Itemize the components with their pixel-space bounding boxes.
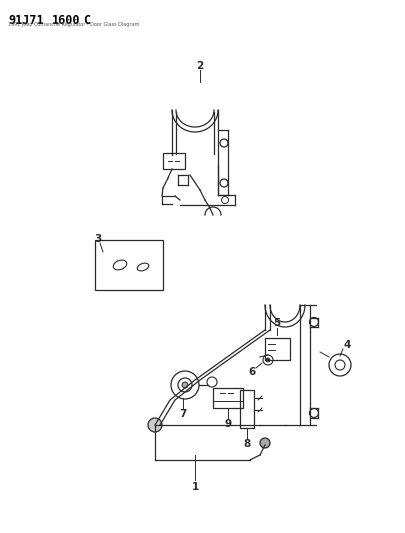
Circle shape (181, 382, 188, 388)
Text: 5: 5 (273, 318, 280, 328)
Text: 4: 4 (343, 340, 350, 350)
Bar (213, 388, 243, 408)
Bar (264, 338, 289, 360)
Bar (95, 240, 162, 290)
Circle shape (148, 418, 162, 432)
Text: 1: 1 (191, 482, 198, 492)
Text: 2: 2 (196, 61, 203, 71)
Text: 3: 3 (94, 234, 101, 244)
Text: 91J71: 91J71 (8, 14, 43, 27)
Text: 9: 9 (224, 419, 231, 429)
Text: 6: 6 (248, 367, 255, 377)
Text: 8: 8 (243, 439, 250, 449)
Circle shape (265, 358, 269, 362)
Text: 1991 Jeep Comanche Regulator - Door Glass Diagram: 1991 Jeep Comanche Regulator - Door Glas… (8, 22, 139, 27)
Text: 1600: 1600 (52, 14, 80, 27)
Text: C: C (83, 14, 90, 27)
Circle shape (259, 438, 269, 448)
Bar (162, 153, 185, 169)
Text: 7: 7 (179, 409, 186, 419)
Bar (239, 390, 254, 428)
